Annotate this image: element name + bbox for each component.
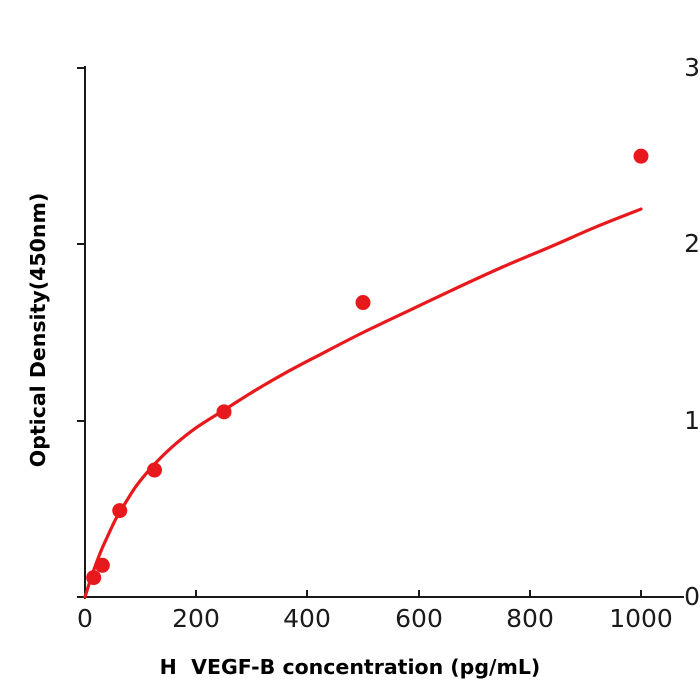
x-tick-label-800: 800 <box>506 604 554 633</box>
y-axis-spine <box>84 66 86 599</box>
x-tick-label-200: 200 <box>172 604 220 633</box>
data-point <box>94 557 110 573</box>
data-point <box>147 462 162 478</box>
data-point <box>86 570 102 586</box>
y-tick-2 <box>77 243 85 245</box>
x-tick-label-0: 0 <box>77 604 93 633</box>
x-tick-400 <box>306 590 308 598</box>
x-tick-label-400: 400 <box>283 604 331 633</box>
data-point <box>216 404 232 420</box>
x-tick-200 <box>195 590 197 598</box>
data-point <box>355 295 371 311</box>
x-tick-label-600: 600 <box>395 604 443 633</box>
fit-curve <box>83 207 643 599</box>
y-axis-title: Optical Density(450nm) <box>26 192 50 468</box>
x-tick-1000 <box>640 590 642 598</box>
y-tick-label-2: 2 <box>684 229 700 258</box>
data-point <box>112 503 128 519</box>
x-axis-spine <box>84 596 684 598</box>
x-tick-600 <box>418 590 420 598</box>
y-tick-3 <box>77 67 85 69</box>
y-tick-1 <box>77 420 85 422</box>
data-point <box>633 148 649 164</box>
x-tick-label-1000: 1000 <box>609 604 673 633</box>
x-tick-800 <box>529 590 531 598</box>
y-tick-label-1: 1 <box>684 406 700 435</box>
data-point-group <box>86 148 649 586</box>
y-tick-0 <box>77 596 85 598</box>
plot-svg <box>83 148 649 599</box>
y-tick-label-0: 0 <box>684 582 700 611</box>
x-axis-title: H VEGF-B concentration (pg/mL) <box>159 655 541 679</box>
y-tick-label-3: 3 <box>684 53 700 82</box>
